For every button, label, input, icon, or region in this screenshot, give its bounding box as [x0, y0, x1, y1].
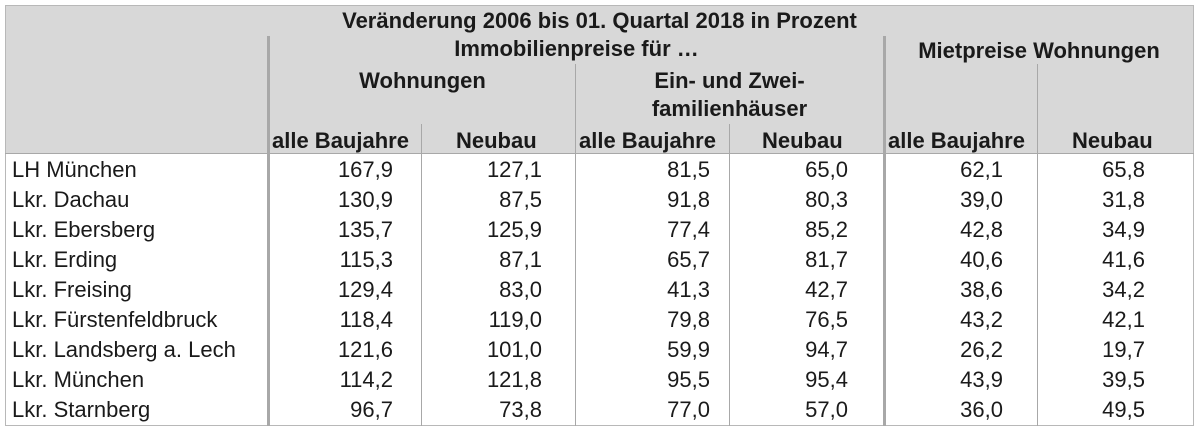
table-cell: 127,1: [486, 157, 542, 182]
table-cell: 87,5: [499, 187, 542, 212]
table-cell: 121,8: [486, 367, 542, 392]
table-cell: 129,4: [337, 277, 393, 302]
row-label: Lkr. München: [12, 367, 145, 392]
table-cell: 79,8: [667, 307, 710, 332]
table-cell: 36,0: [960, 397, 1003, 422]
group-heading-immobilienpreise: Immobilienpreise für …: [454, 36, 699, 61]
table-cell: 42,7: [805, 277, 848, 302]
column-header-haeuser-alle: alle Baujahre: [579, 128, 716, 153]
group-heading-mietpreise: Mietpreise Wohnungen: [918, 38, 1160, 63]
table-cell: 65,0: [805, 157, 848, 182]
row-label: LH München: [12, 157, 137, 182]
column-header-wohnungen-neubau: Neubau: [456, 128, 537, 153]
table-frame: [5, 5, 1194, 426]
table-row: Lkr. Ebersberg 135,7 125,9 77,4 85,2 42,8 34,9: [5, 215, 1194, 245]
table-cell: 65,7: [667, 247, 710, 272]
table-cell: 115,3: [339, 247, 393, 272]
table-cell: 43,2: [960, 307, 1003, 332]
table-cell: 39,0: [960, 187, 1003, 212]
table-cell: 96,7: [350, 397, 393, 422]
column-header-miet-alle: alle Baujahre: [888, 128, 1025, 153]
table-cell: 19,7: [1102, 337, 1145, 362]
table-cell: 81,5: [667, 157, 710, 182]
table-row: Lkr. Landsberg a. Lech 121,6 101,0 59,9 94,7…: [5, 335, 1194, 365]
table-cell: 101,0: [486, 337, 542, 362]
table-cell: 118,4: [339, 307, 393, 332]
column-header-wohnungen-alle: alle Baujahre: [272, 128, 409, 153]
row-label: Lkr. Landsberg a. Lech: [12, 337, 236, 362]
table-title: Veränderung 2006 bis 01. Quartal 2018 in…: [342, 8, 857, 33]
separator-label-column: [267, 36, 270, 426]
table-cell: 125,9: [486, 217, 542, 242]
table-cell: 85,2: [805, 217, 848, 242]
table-cell: 135,7: [337, 217, 393, 242]
table-row: Lkr. Fürstenfeldbruck 118,4 119,0 79,8 76,5 4…: [5, 305, 1194, 335]
table-cell: 42,1: [1102, 307, 1145, 332]
table-cell: 65,8: [1102, 157, 1145, 182]
table-cell: 59,9: [667, 337, 710, 362]
table-row: Lkr. Erding 115,3 87,1 65,7 81,7 40,6 41,6: [5, 245, 1194, 275]
table-cell: 57,0: [805, 397, 848, 422]
row-label: Lkr. Ebersberg: [12, 217, 156, 242]
row-label: Lkr. Dachau: [12, 187, 130, 212]
table-cell: 62,1: [960, 157, 1003, 182]
table-cell: 34,9: [1102, 217, 1145, 242]
subgroup-heading-haeuser-line1: Ein- und Zwei-: [654, 68, 805, 93]
table-cell: 38,6: [960, 277, 1003, 302]
table-cell: 83,0: [499, 277, 542, 302]
table-cell: 119,0: [488, 307, 542, 332]
table-cell: 49,5: [1102, 397, 1145, 422]
table-row: LH München 167,9 127,1 81,5 65,0 62,1 65,8: [5, 155, 1194, 185]
table-cell: 34,2: [1102, 277, 1145, 302]
separator-miet-group: [883, 36, 886, 426]
table-row: Lkr. Freising 129,4 83,0 41,3 42,7 38,6 34,2: [5, 275, 1194, 305]
table-cell: 81,7: [805, 247, 848, 272]
table-cell: 73,8: [499, 397, 542, 422]
table-cell: 121,6: [337, 337, 393, 362]
table-cell: 114,2: [339, 367, 393, 392]
row-label: Lkr. Fürstenfeldbruck: [12, 307, 218, 332]
table-cell: 43,9: [960, 367, 1003, 392]
separator-haeuser-neubau: [729, 124, 730, 426]
row-label: Lkr. Freising: [12, 277, 132, 302]
header-bottom-line: [5, 153, 1194, 154]
separator-wohnungen-neubau: [421, 124, 422, 426]
table-cell: 87,1: [499, 247, 542, 272]
row-label: Lkr. Starnberg: [12, 397, 151, 422]
table-cell: 39,5: [1102, 367, 1145, 392]
table-cell: 31,8: [1102, 187, 1145, 212]
table-cell: 91,8: [667, 187, 710, 212]
table-cell: 130,9: [337, 187, 393, 212]
separator-immobilien-groups: [575, 64, 576, 426]
table-cell: 77,4: [667, 217, 710, 242]
table-cell: 76,5: [805, 307, 848, 332]
table-header-background: [5, 5, 1194, 153]
separator-miet-neubau: [1037, 64, 1038, 426]
table-row: Lkr. Starnberg 96,7 73,8 77,0 57,0 36,0 49,5: [5, 395, 1194, 425]
subgroup-heading-wohnungen: Wohnungen: [359, 68, 486, 93]
column-header-haeuser-neubau: Neubau: [762, 128, 843, 153]
table-cell: 26,2: [960, 337, 1003, 362]
table-row: Lkr. Dachau 130,9 87,5 91,8 80,3 39,0 31,8: [5, 185, 1194, 215]
table-row: Lkr. München 114,2 121,8 95,5 95,4 43,9 39,5: [5, 365, 1194, 395]
column-header-miet-neubau: Neubau: [1072, 128, 1153, 153]
table-cell: 167,9: [337, 157, 393, 182]
table-cell: 40,6: [960, 247, 1003, 272]
subgroup-heading-haeuser-line2: familienhäuser: [651, 96, 808, 121]
table-cell: 42,8: [960, 217, 1003, 242]
table-cell: 41,6: [1102, 247, 1145, 272]
table-cell: 77,0: [667, 397, 710, 422]
table-cell: 95,4: [805, 367, 848, 392]
table-cell: 94,7: [805, 337, 848, 362]
table-cell: 41,3: [667, 277, 710, 302]
row-label: Lkr. Erding: [12, 247, 118, 272]
table-cell: 95,5: [667, 367, 710, 392]
table-cell: 80,3: [805, 187, 848, 212]
